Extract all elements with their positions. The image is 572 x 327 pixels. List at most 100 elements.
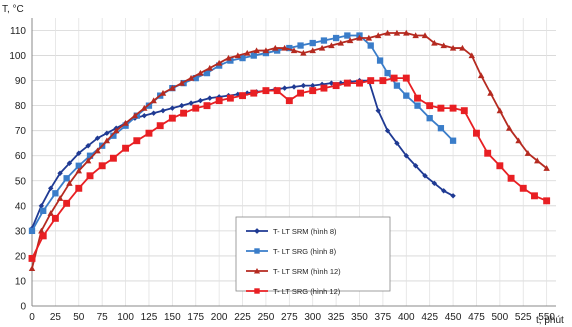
data-point: [297, 89, 304, 97]
data-point: [393, 29, 401, 36]
data-point: [477, 72, 485, 79]
x-tick-label: 400: [398, 312, 415, 323]
legend-label: T- LT SRG (hình 12): [273, 287, 341, 296]
data-point: [440, 42, 447, 49]
data-point: [473, 129, 480, 137]
data-point: [206, 64, 214, 71]
data-point: [328, 80, 335, 86]
data-point: [187, 74, 195, 81]
data-point: [459, 44, 466, 51]
data-point: [543, 197, 551, 205]
y-tick-label: 80: [15, 101, 27, 112]
x-tick-label: 450: [445, 312, 462, 323]
data-point: [412, 32, 419, 39]
data-point: [487, 89, 494, 96]
x-tick-label: 0: [29, 312, 35, 323]
data-point: [28, 254, 36, 262]
data-point: [169, 84, 176, 91]
data-point: [543, 165, 550, 171]
data-point: [160, 107, 166, 114]
data-point: [309, 47, 316, 54]
data-point: [343, 79, 351, 87]
data-point: [145, 102, 153, 109]
data-point: [156, 122, 164, 130]
data-point: [234, 52, 242, 59]
data-point: [104, 130, 110, 136]
data-point: [496, 107, 504, 114]
data-point: [367, 42, 374, 49]
data-point: [86, 152, 94, 159]
y-tick-labels: 0 10 20 30 40 50 60 70 80 90 100 110: [9, 26, 26, 312]
data-point: [192, 74, 199, 82]
data-point: [112, 127, 120, 134]
data-point: [431, 180, 438, 187]
data-point: [239, 92, 246, 100]
data-point: [379, 77, 387, 85]
y-tick-label: 110: [10, 26, 26, 37]
data-point: [422, 173, 428, 179]
y-tick-label: 40: [15, 201, 27, 212]
data-point: [524, 150, 532, 156]
series-group: [28, 29, 551, 272]
data-point: [75, 162, 82, 169]
data-point: [75, 167, 83, 174]
data-point: [178, 79, 185, 86]
legend-label: T- LT SRM (hình 12): [273, 267, 341, 276]
data-point: [426, 115, 433, 122]
data-point: [159, 89, 167, 96]
data-point: [122, 144, 130, 152]
data-point: [262, 47, 270, 54]
data-point: [367, 77, 375, 85]
data-point: [122, 119, 129, 126]
data-point: [86, 172, 94, 180]
data-point: [402, 74, 410, 82]
data-point: [285, 97, 293, 105]
y-tick-label: 90: [15, 76, 27, 87]
data-point: [63, 199, 71, 207]
data-point: [297, 42, 304, 49]
data-point: [320, 84, 328, 92]
data-point: [449, 137, 457, 144]
data-point: [376, 57, 384, 64]
series-3: [28, 29, 550, 272]
y-axis-title: T, °C: [2, 4, 24, 15]
x-tick-label: 550: [538, 312, 555, 323]
data-point: [337, 39, 345, 46]
data-point: [239, 54, 246, 62]
data-point: [225, 54, 232, 61]
data-point: [484, 149, 492, 157]
y-tick-label: 10: [15, 276, 27, 287]
data-point: [375, 107, 381, 114]
y-tick-label: 20: [15, 251, 27, 262]
data-point: [203, 102, 211, 110]
data-point: [440, 188, 447, 194]
data-point: [56, 195, 64, 201]
data-point: [281, 85, 288, 91]
data-point: [180, 109, 188, 117]
legend-item: T- LT SRM (hình 12): [246, 267, 341, 276]
data-point: [291, 84, 297, 90]
x-tick-labels: 0 25 50 75 100 125 150 175 200 225 250 275 300 325 350…: [29, 312, 555, 323]
data-point: [414, 94, 421, 102]
data-point: [403, 29, 410, 36]
data-point: [192, 104, 200, 112]
x-tick-label: 150: [164, 312, 181, 323]
data-point: [290, 47, 298, 54]
legend-label: T- LT SRG (hình 8): [273, 247, 337, 256]
y-tick-label: 70: [15, 126, 27, 137]
data-point: [450, 193, 456, 199]
data-point: [57, 170, 63, 176]
x-tick-label: 175: [187, 312, 204, 323]
x-tick-label: 100: [117, 312, 134, 323]
data-point: [393, 82, 401, 89]
x-tick-label: 275: [281, 312, 298, 323]
data-point: [496, 162, 504, 170]
data-point: [250, 89, 258, 97]
data-point: [94, 147, 101, 154]
data-point: [39, 232, 47, 240]
data-point: [226, 94, 234, 102]
legend: T- LT SRM (hình 8) T- LT SRG (hình 8) T- L…: [235, 216, 391, 296]
data-point: [281, 44, 288, 51]
data-point: [28, 265, 36, 272]
data-point: [197, 97, 204, 104]
